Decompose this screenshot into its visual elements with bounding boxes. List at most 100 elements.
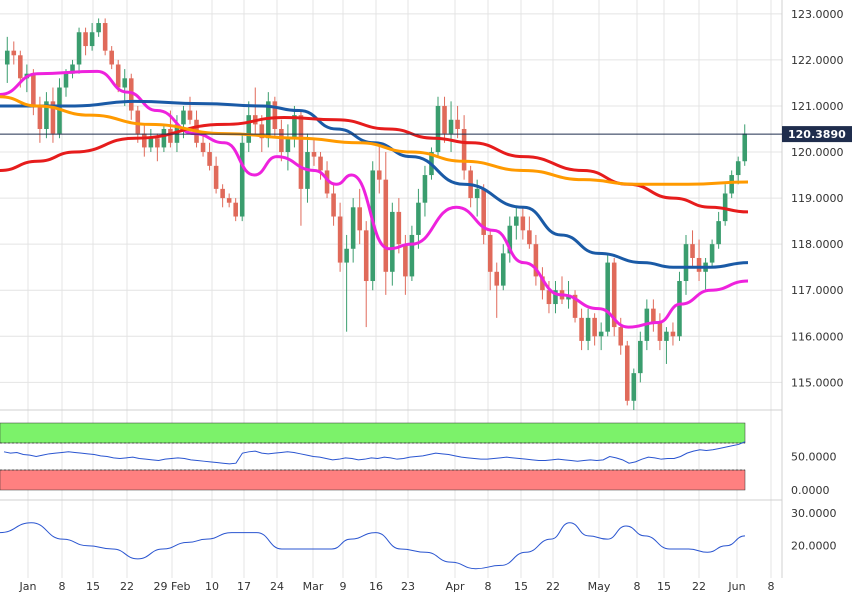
- price-tick-label: 121.0000: [791, 100, 844, 113]
- candle-up: [507, 225, 513, 254]
- x-tick-label: 8: [634, 580, 641, 593]
- candle-down: [318, 156, 323, 171]
- x-tick-label: 16: [369, 580, 383, 593]
- candle-down: [592, 317, 597, 337]
- candle-down: [546, 290, 552, 305]
- candle-down: [520, 216, 526, 231]
- candle-down: [651, 308, 656, 323]
- candle-down: [37, 105, 43, 129]
- candle-down: [50, 101, 56, 134]
- candle-up: [416, 202, 421, 235]
- candle-down: [102, 23, 108, 51]
- candle-down: [533, 244, 539, 277]
- candle-down: [618, 327, 624, 346]
- candle-down: [226, 198, 232, 203]
- candle-down: [403, 244, 408, 277]
- candle-down: [272, 101, 278, 129]
- x-tick-label: 9: [340, 580, 347, 593]
- candle-up: [63, 73, 69, 88]
- moving-average-sma_fast: [0, 69, 749, 329]
- x-tick-label: 8: [768, 580, 775, 593]
- price-tick-label: 123.0000: [791, 8, 844, 21]
- candle-up: [390, 211, 395, 272]
- oversold-zone: [0, 469, 746, 491]
- candle-down: [455, 119, 460, 129]
- candle-up: [716, 221, 721, 245]
- candle-down: [128, 78, 134, 111]
- candle-up: [350, 207, 356, 249]
- x-tick-label: 8: [59, 580, 66, 593]
- x-tick-label: 29 Feb: [154, 580, 191, 593]
- candle-up: [181, 110, 186, 125]
- candle-down: [690, 244, 695, 258]
- candle-down: [696, 257, 702, 272]
- candle-down: [109, 50, 114, 65]
- candle-up: [70, 64, 75, 74]
- candle-down: [624, 345, 630, 401]
- candle-up: [4, 50, 10, 65]
- x-tick-label: 23: [401, 580, 415, 593]
- candle-up: [553, 290, 558, 305]
- candle-down: [187, 110, 193, 120]
- candle-up: [239, 142, 245, 217]
- candle-down: [220, 188, 225, 199]
- overbought-zone: [0, 422, 746, 444]
- candle-up: [448, 119, 454, 134]
- candle-up: [664, 331, 669, 341]
- x-tick-label: 22: [120, 580, 134, 593]
- candle-down: [298, 115, 304, 189]
- candle-up: [683, 244, 689, 282]
- candle-down: [11, 50, 17, 56]
- price-tick-label: 122.0000: [791, 54, 844, 67]
- candle-up: [638, 340, 643, 374]
- candle-down: [579, 317, 584, 341]
- x-tick-label: Jun: [727, 580, 745, 593]
- candle-down: [311, 152, 317, 157]
- candle-down: [442, 105, 447, 134]
- candle-down: [527, 230, 532, 245]
- candle-down: [396, 211, 402, 245]
- last-price-box: [782, 126, 852, 143]
- candle-up: [292, 115, 297, 139]
- candle-up: [148, 138, 154, 148]
- candle-up: [285, 138, 291, 153]
- candle-down: [259, 124, 265, 139]
- candle-up: [44, 101, 49, 129]
- price-tick-label: 117.0000: [791, 284, 844, 297]
- oscillator-line: [3, 441, 746, 465]
- candle-up: [474, 188, 480, 199]
- price-tick-label: 118.0000: [791, 238, 844, 251]
- last-price-label: 120.3890: [788, 128, 846, 141]
- candle-down: [383, 179, 389, 272]
- x-tick-label: 15: [86, 580, 100, 593]
- candle-down: [207, 152, 212, 166]
- candle-up: [161, 128, 167, 148]
- x-tick-label: 10: [205, 580, 219, 593]
- candle-up: [500, 253, 506, 286]
- candle-up: [122, 78, 128, 88]
- candle-down: [494, 271, 500, 286]
- lower-tick-label: 20.0000: [791, 540, 837, 553]
- candle-up: [742, 133, 748, 162]
- candle-up: [729, 175, 734, 194]
- x-tick-label: 8: [485, 580, 492, 593]
- candle-up: [344, 248, 349, 263]
- moving-average-sma_slow: [0, 115, 749, 214]
- candle-down: [18, 55, 23, 79]
- candle-down: [357, 207, 362, 231]
- lower-indicator-line: [0, 522, 746, 570]
- candle-down: [337, 216, 343, 263]
- candle-down: [213, 165, 219, 189]
- candle-down: [376, 170, 382, 180]
- candle-down: [540, 276, 545, 291]
- candle-down: [331, 193, 336, 217]
- candle-down: [115, 64, 121, 88]
- candle-down: [657, 322, 663, 341]
- candle-down: [200, 142, 206, 153]
- candle-up: [677, 281, 682, 337]
- candle-down: [31, 73, 36, 106]
- x-tick-label: 15: [514, 580, 528, 593]
- candle-down: [142, 133, 147, 148]
- candle-up: [605, 262, 610, 332]
